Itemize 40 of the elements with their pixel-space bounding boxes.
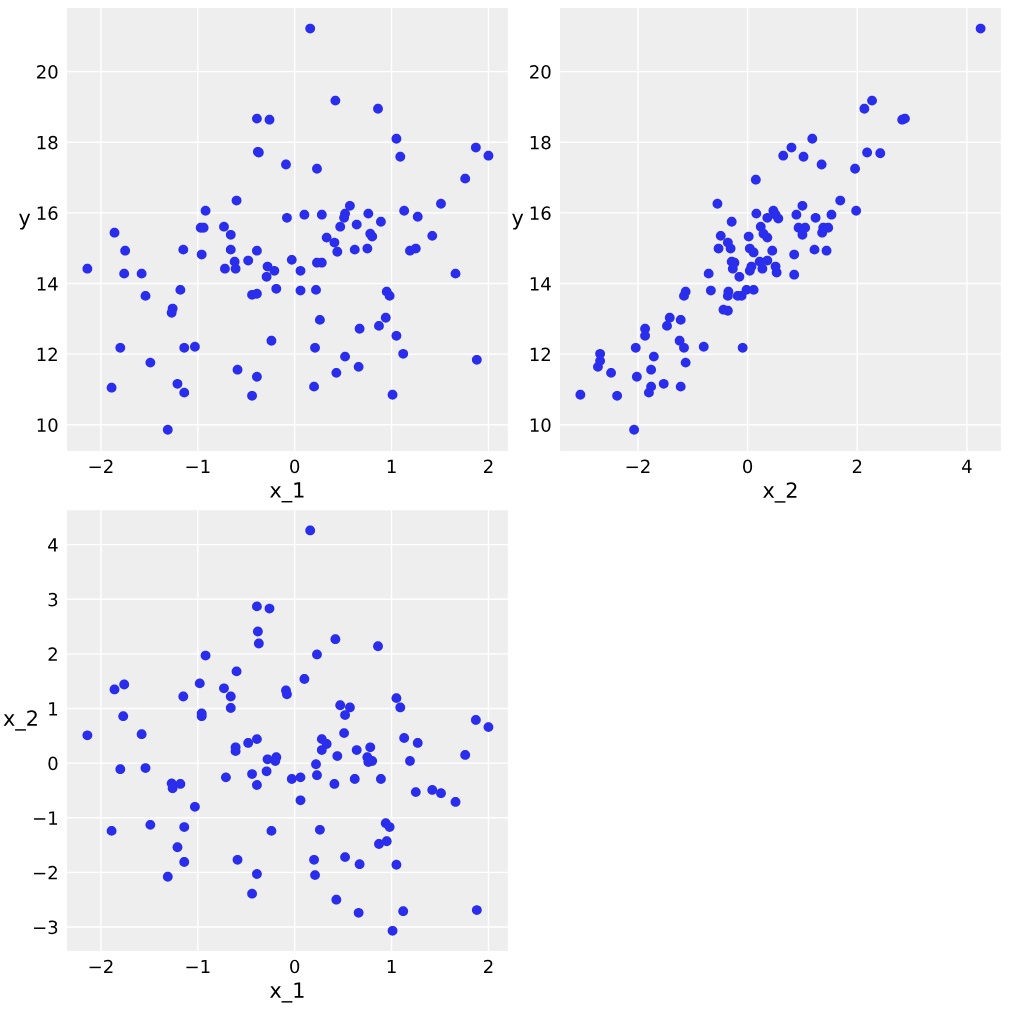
y-tick-label: 3 (48, 592, 58, 607)
y-tick-label: 16 (530, 206, 551, 221)
y-axis-title: y (19, 213, 31, 230)
y-tick-label: 18 (37, 135, 58, 150)
y-tick-label: 20 (37, 65, 58, 79)
y-tick-label: 0 (48, 756, 58, 771)
x-axis-title: x_1 (270, 482, 304, 503)
y-tick-label: −3 (33, 920, 58, 935)
x-tick-label: 0 (290, 959, 300, 974)
y-tick-label: 12 (530, 347, 550, 362)
y-tick-label: −1 (33, 811, 58, 825)
y-tick-label: 20 (530, 65, 551, 79)
y-tick-label: 2 (48, 647, 57, 661)
x-tick-label: 2 (484, 459, 493, 473)
y-axis-title: y (512, 213, 524, 230)
y-tick-label: 10 (530, 418, 551, 432)
y-tick-label: 18 (530, 135, 551, 150)
y-tick-label: 4 (48, 538, 58, 552)
y-tick-label: 14 (530, 277, 551, 291)
y-tick-label: 12 (37, 347, 57, 362)
x-tick-label: −2 (89, 459, 113, 473)
x-tick-label: 2 (852, 459, 862, 473)
x-tick-label: 1 (387, 959, 396, 974)
x-axis-title: x_2 (763, 482, 797, 503)
x-tick-label: 0 (290, 459, 300, 474)
x-axis-title: x_1 (270, 982, 304, 1003)
y-tick-label: −2 (33, 865, 57, 880)
x-tick-label: 4 (962, 459, 972, 473)
x-tick-label: −1 (186, 959, 210, 974)
x-tick-label: 2 (484, 959, 493, 974)
x-tick-label: −2 (89, 959, 113, 974)
y-tick-label: 10 (37, 418, 58, 432)
x-tick-label: −2 (626, 459, 650, 473)
x-tick-label: 1 (387, 459, 396, 473)
y-tick-label: 1 (49, 702, 58, 716)
y-tick-label: 14 (37, 277, 58, 291)
x-tick-label: −1 (186, 459, 210, 473)
x-tick-label: 0 (743, 459, 753, 474)
y-axis-title: x_2 (3, 710, 37, 731)
y-tick-label: 16 (37, 206, 58, 221)
